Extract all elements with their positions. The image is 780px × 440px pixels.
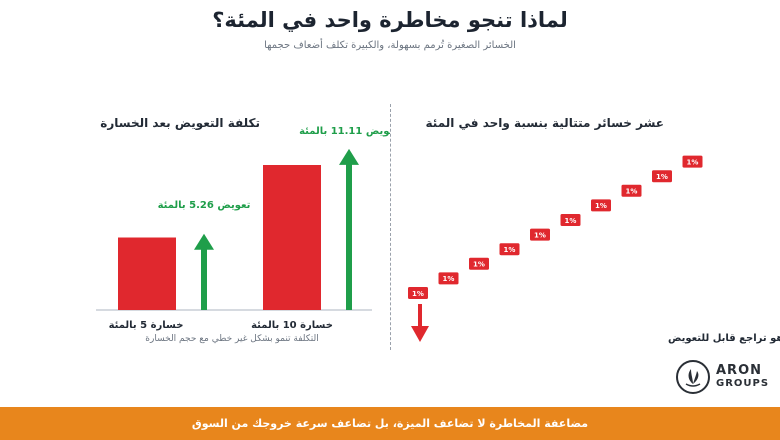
- bar-label-loss-10: خسارة 10 بالمئة: [251, 320, 333, 331]
- loss-step-label-7: 1%: [595, 202, 607, 210]
- loss-step-6: [560, 214, 581, 226]
- decline-arrow-head: [411, 326, 429, 342]
- page-title: لماذا تنجو مخاطرة واحد في المئة؟: [212, 8, 568, 32]
- left-panel-title: تكلفة التعويض بعد الخسارة: [100, 116, 260, 130]
- aron-groups-logo: ARON GROUPS: [676, 360, 772, 398]
- loss-step-label-4: 1%: [504, 246, 516, 254]
- loss-step-5: [530, 228, 550, 241]
- bar-label-loss-5: خسارة 5 بالمئة: [109, 320, 184, 331]
- loss-step-label-8: 1%: [626, 188, 638, 196]
- logo-wordmark: ARON GROUPS: [716, 364, 769, 390]
- loss-step-label-3: 1%: [473, 261, 485, 269]
- footer-text: مضاعفة المخاطرة لا تضاعف الميزة، بل تضاع…: [191, 417, 589, 430]
- loss-step-label-2: 1%: [443, 275, 455, 283]
- recovery-cost-chart: خسارة 5 بالمئة خسارة 10 بالمئة تعويض 5.2…: [96, 126, 390, 344]
- loss-step-3: [469, 257, 489, 270]
- loss-step-7: [591, 199, 611, 212]
- left-panel-caption: التكلفة تنمو بشكل غير خطي مع حجم الخسارة: [145, 334, 318, 344]
- recovery-arrow-head-1: [339, 148, 359, 165]
- recovery-arrow-shaft-1: [346, 162, 352, 310]
- loss-step-label-10: 1%: [687, 158, 699, 166]
- loss-step-9: [652, 170, 672, 183]
- recovery-arrow-shaft-0: [201, 247, 207, 310]
- loss-step-label-5: 1%: [534, 231, 546, 239]
- page-subtitle: الخسائر الصغيرة تُرمم بسهولة، والكبيرة ت…: [264, 40, 516, 51]
- loss-step-8: [621, 184, 642, 197]
- footer-banner: مضاعفة المخاطرة لا تضاعف الميزة، بل تضاع…: [0, 407, 780, 440]
- loss-step-label-9: 1%: [656, 173, 668, 181]
- consecutive-losses-chart: 1% 1% 1% 1% 1% 1% 1% 1% 1% 1% الحساب يتراجع نحو 9…: [408, 155, 780, 344]
- loss-bar-5: [118, 237, 176, 310]
- loss-step-4: [499, 243, 520, 256]
- loss-step-label-6: 1%: [565, 217, 577, 225]
- right-panel-title: عشر خسائر متتالية بنسبة واحد في المئة: [425, 116, 664, 130]
- right-panel-note: الحساب يتراجع نحو 9.6% فقط، وهو تراجع قا…: [668, 333, 780, 344]
- loss-step-2: [438, 272, 459, 285]
- logo-line-2: GROUPS: [716, 378, 770, 389]
- recovery-label-10: تعويض 11.11 بالمئة: [299, 126, 390, 137]
- loss-step-label-1: 1%: [412, 290, 424, 298]
- loss-bar-10: [263, 165, 321, 310]
- loss-step-10: [682, 155, 703, 168]
- logo-line-1: ARON: [716, 363, 763, 378]
- loss-step-1: [408, 287, 428, 299]
- recovery-label-5: تعويض 5.26 بالمئة: [158, 200, 251, 211]
- logo-emblem-icon: [676, 360, 710, 394]
- panel-divider: [390, 104, 391, 350]
- recovery-arrow-head-0: [194, 233, 214, 250]
